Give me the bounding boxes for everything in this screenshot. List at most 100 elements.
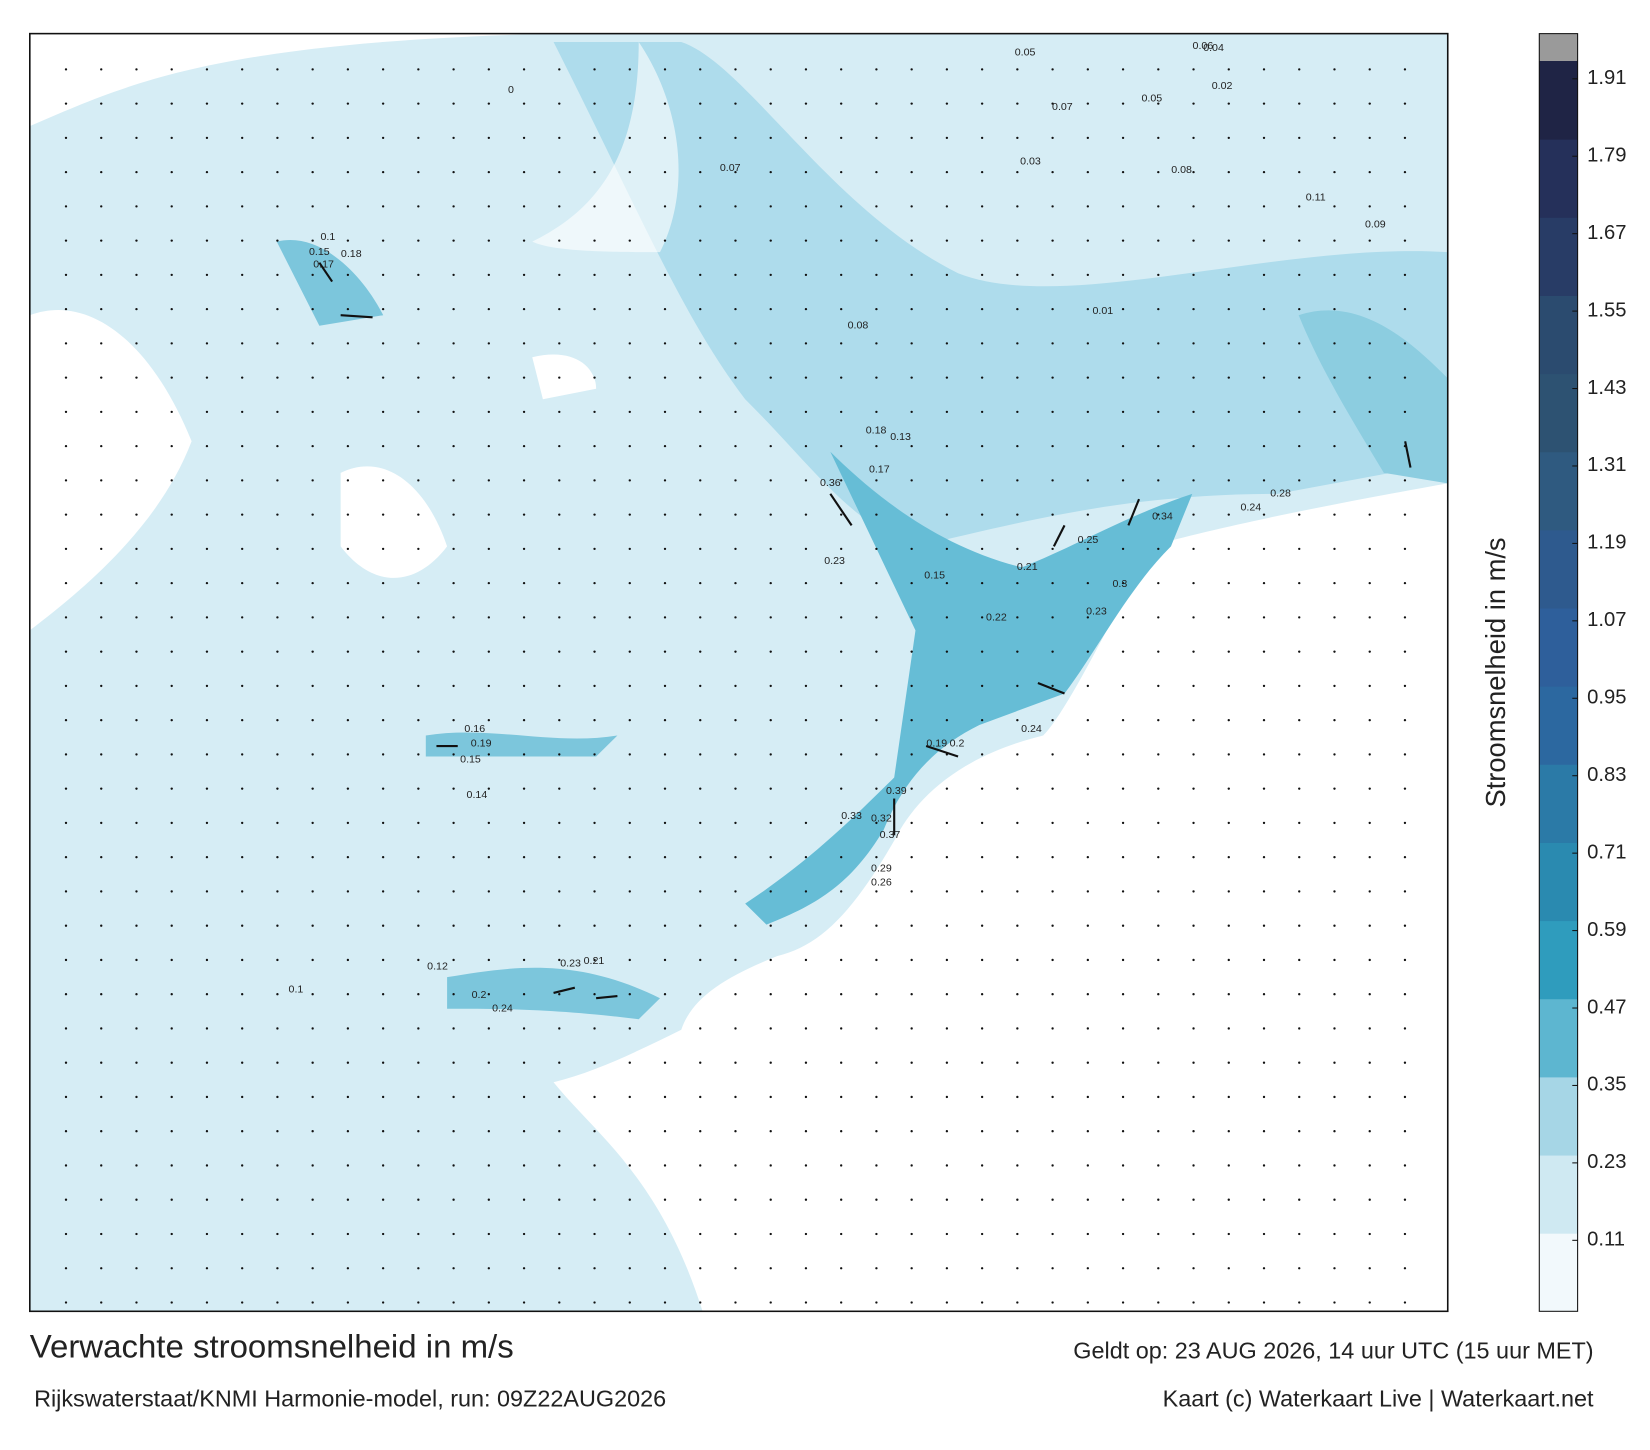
vector-dot <box>170 1232 173 1236</box>
vector-dot <box>381 68 385 71</box>
vector-dot <box>241 856 244 859</box>
vector-dot <box>522 958 526 962</box>
vector-dot <box>64 890 68 893</box>
vector-dot <box>487 239 490 242</box>
vector-dot <box>1192 136 1195 140</box>
vector-dot <box>663 993 667 996</box>
vector-dot <box>980 958 984 962</box>
vector-dot <box>311 547 314 551</box>
vector-dot <box>1403 684 1407 688</box>
vector-dot <box>1298 719 1301 722</box>
vector-dot <box>381 307 385 311</box>
vector-dot <box>840 958 843 962</box>
vector-dot <box>980 753 984 756</box>
vector-dot <box>699 1061 702 1064</box>
vector-dot <box>205 547 209 551</box>
vector-dot <box>1368 958 1371 962</box>
vector-dot <box>170 444 173 448</box>
vector-dot <box>1403 342 1407 345</box>
vector-dot <box>840 513 843 516</box>
vector-dot <box>487 1267 490 1270</box>
vector-dot <box>1368 376 1371 379</box>
vector-dot <box>769 1301 772 1304</box>
vector-dot <box>417 581 420 585</box>
vector-dot <box>1086 856 1090 859</box>
vector-dot <box>64 581 68 585</box>
vector-dot <box>945 273 949 277</box>
vector-dot <box>1262 924 1266 927</box>
vector-dot <box>628 1130 631 1133</box>
vector-dot <box>840 273 843 277</box>
colorbar-tick-label: 0.83 <box>1587 764 1626 786</box>
colorbar-label: Stroomsnelheid in m/s <box>1480 537 1511 807</box>
value-label: 0.09 <box>1365 219 1386 231</box>
vector-dot <box>276 102 279 105</box>
vector-dot <box>593 307 596 311</box>
vector-dot <box>1227 136 1230 140</box>
vector-dot <box>1368 1232 1371 1236</box>
vector-dot <box>170 650 173 653</box>
vector-dot <box>1192 547 1195 551</box>
vector-dot <box>170 68 173 71</box>
vector-dot <box>205 1095 209 1099</box>
vector-dot <box>170 616 173 619</box>
map-labels: 0.360.340.390.370.320.330.30.280.240.230… <box>289 40 1386 1014</box>
vector-dot <box>558 410 561 414</box>
vector-dot <box>980 513 984 516</box>
vector-dot <box>699 513 702 516</box>
vector-dot <box>1121 787 1125 790</box>
vector-dot <box>840 890 843 893</box>
vector-dot <box>1333 1095 1336 1099</box>
vector-dot <box>699 136 702 140</box>
vector-dot <box>381 753 385 756</box>
value-label: 0.13 <box>890 431 911 443</box>
vector-dot <box>346 719 350 722</box>
vector-dot <box>910 616 913 619</box>
vector-dot <box>804 1232 808 1236</box>
vector-dot <box>945 376 949 379</box>
vector-dot <box>64 479 68 482</box>
colorbar-band <box>1539 842 1578 922</box>
vector-dot <box>980 581 984 585</box>
water <box>29 33 1448 1312</box>
vector-dot <box>64 1301 68 1304</box>
vector-dot <box>628 821 631 825</box>
vector-dot <box>699 993 702 996</box>
vector-dot <box>910 1267 913 1270</box>
vector-dot <box>100 205 103 208</box>
vector-dot <box>945 684 949 688</box>
vector-dot <box>663 1061 667 1064</box>
vector-grid <box>64 68 1412 1304</box>
vector-dot <box>241 1164 244 1167</box>
value-label: 0.02 <box>1212 80 1233 92</box>
vector-dot <box>522 205 526 208</box>
vector-dot <box>593 170 596 174</box>
vector-dot <box>734 581 737 585</box>
vector-dot <box>452 547 455 551</box>
vector-dot <box>487 1095 490 1099</box>
vector-dot <box>1192 1164 1195 1167</box>
vector-dot <box>875 273 878 277</box>
vector-dot <box>100 376 103 379</box>
vector-dot <box>100 581 103 585</box>
vector-dot <box>1227 273 1230 277</box>
vector-dot <box>980 719 984 722</box>
vector-dot <box>311 650 314 653</box>
colorbar-tick-label: 0.35 <box>1587 1074 1626 1096</box>
value-label: 0.24 <box>1021 723 1042 735</box>
vector-dot <box>593 1198 596 1201</box>
vector-dot <box>1227 958 1230 962</box>
vector-dot <box>628 684 631 688</box>
vector-dot <box>1227 890 1230 893</box>
vector-dot <box>417 856 420 859</box>
vector-dot <box>1403 1095 1407 1099</box>
vector-dot <box>1086 684 1090 688</box>
vector-dot <box>100 1232 103 1236</box>
vector-dot <box>663 307 667 311</box>
colorbar-band <box>1539 60 1578 140</box>
vector-dot <box>558 1095 561 1099</box>
vector-dot <box>522 1232 526 1236</box>
vector-dot <box>205 410 209 414</box>
vector-dot <box>1016 1095 1019 1099</box>
vector-dot <box>1157 170 1160 174</box>
